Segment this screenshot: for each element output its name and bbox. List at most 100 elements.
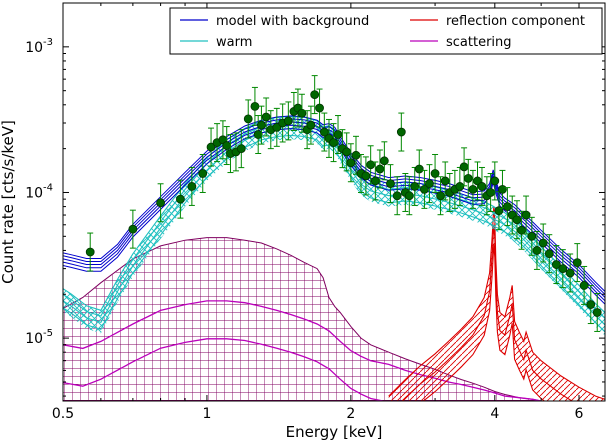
legend-item-reflection: reflection component bbox=[410, 14, 585, 29]
data-point bbox=[272, 107, 282, 147]
data-point bbox=[261, 97, 271, 137]
data-point bbox=[565, 253, 575, 293]
data-point bbox=[222, 126, 232, 166]
data-point bbox=[310, 75, 320, 115]
data-point bbox=[231, 132, 241, 172]
reflection-line-0 bbox=[388, 206, 605, 400]
data-marker bbox=[498, 184, 507, 194]
data-point bbox=[507, 195, 517, 235]
data-point bbox=[463, 158, 473, 198]
data-point bbox=[440, 161, 450, 201]
scattering-line-lower bbox=[63, 338, 387, 401]
data-marker bbox=[586, 300, 596, 309]
y-tick-label: 10-4 bbox=[25, 182, 53, 201]
data-point bbox=[512, 200, 522, 240]
data-marker bbox=[257, 120, 266, 130]
plot-area bbox=[63, 75, 605, 401]
data-marker bbox=[430, 169, 440, 178]
data-point bbox=[302, 110, 312, 150]
data-marker bbox=[486, 188, 496, 197]
data-marker bbox=[366, 160, 376, 170]
data-marker bbox=[455, 182, 465, 191]
data-marker bbox=[261, 112, 271, 122]
data-point bbox=[532, 230, 542, 270]
data-point bbox=[243, 99, 253, 139]
data-marker bbox=[386, 179, 395, 189]
data-point bbox=[346, 143, 356, 183]
warm-band bbox=[63, 116, 605, 336]
data-marker bbox=[85, 247, 95, 257]
legend-label: reflection component bbox=[446, 14, 585, 29]
data-marker bbox=[468, 184, 478, 194]
data-point bbox=[379, 141, 389, 181]
data-point bbox=[361, 156, 371, 196]
legend-box bbox=[169, 7, 603, 55]
data-marker bbox=[517, 225, 526, 235]
data-point bbox=[430, 154, 440, 193]
x-tick-label: 6 bbox=[575, 406, 584, 422]
data-marker bbox=[572, 258, 582, 267]
data-point bbox=[592, 292, 602, 332]
x-tick-label: 0.5 bbox=[52, 406, 74, 422]
data-marker bbox=[440, 176, 450, 186]
data-marker bbox=[379, 156, 389, 166]
data-marker bbox=[521, 210, 531, 220]
legend-item-model: model with background bbox=[180, 14, 369, 29]
data-point bbox=[85, 232, 95, 272]
data-marker bbox=[410, 182, 420, 191]
data-point bbox=[572, 243, 582, 283]
data-marker bbox=[306, 120, 316, 130]
data-marker bbox=[392, 191, 402, 201]
data-marker bbox=[236, 144, 246, 154]
data-point bbox=[156, 183, 165, 223]
legend-item-scattering: scattering bbox=[410, 35, 512, 50]
data-marker bbox=[283, 116, 293, 126]
data-marker bbox=[253, 130, 263, 139]
data-point bbox=[392, 176, 402, 216]
x-tick-label: 2 bbox=[346, 406, 355, 422]
data-point bbox=[236, 129, 246, 169]
y-tick-label: 10-5 bbox=[25, 328, 53, 347]
data-point bbox=[503, 187, 512, 227]
data-point bbox=[579, 265, 589, 305]
data-point bbox=[558, 249, 568, 289]
data-point bbox=[425, 164, 434, 204]
data-point bbox=[366, 145, 376, 185]
data-point bbox=[198, 154, 208, 193]
legend: model with background warm reflection comp… bbox=[169, 7, 603, 55]
plot-frame bbox=[62, 2, 606, 402]
data-point bbox=[521, 195, 531, 235]
data-marker bbox=[243, 114, 253, 124]
scattering-line bbox=[63, 300, 542, 401]
data-marker bbox=[315, 103, 324, 113]
legend-item-warm: warm bbox=[180, 35, 252, 50]
data-marker bbox=[527, 231, 537, 241]
data-point bbox=[306, 105, 316, 145]
data-point bbox=[490, 161, 500, 201]
data-point bbox=[527, 216, 537, 256]
data-point bbox=[517, 210, 526, 250]
data-marker bbox=[538, 238, 548, 248]
data-marker bbox=[404, 191, 414, 201]
data-marker bbox=[490, 176, 500, 186]
data-marker bbox=[175, 194, 185, 204]
data-point bbox=[289, 91, 299, 131]
data-marker bbox=[333, 130, 343, 139]
data-point bbox=[128, 209, 138, 249]
data-marker bbox=[414, 164, 424, 174]
legend-label: warm bbox=[216, 35, 252, 50]
data-marker bbox=[544, 249, 554, 259]
data-point bbox=[468, 169, 478, 209]
data-marker bbox=[206, 142, 216, 152]
data-marker bbox=[297, 108, 307, 118]
data-point bbox=[414, 149, 424, 189]
data-point bbox=[257, 105, 266, 145]
legend-label: scattering bbox=[446, 35, 512, 50]
data-marker bbox=[128, 224, 138, 234]
data-point bbox=[386, 164, 395, 204]
data-marker bbox=[375, 164, 385, 174]
data-point bbox=[477, 166, 487, 206]
data-marker bbox=[592, 308, 602, 317]
reflection-line-2 bbox=[422, 244, 546, 401]
data-point bbox=[187, 166, 197, 206]
